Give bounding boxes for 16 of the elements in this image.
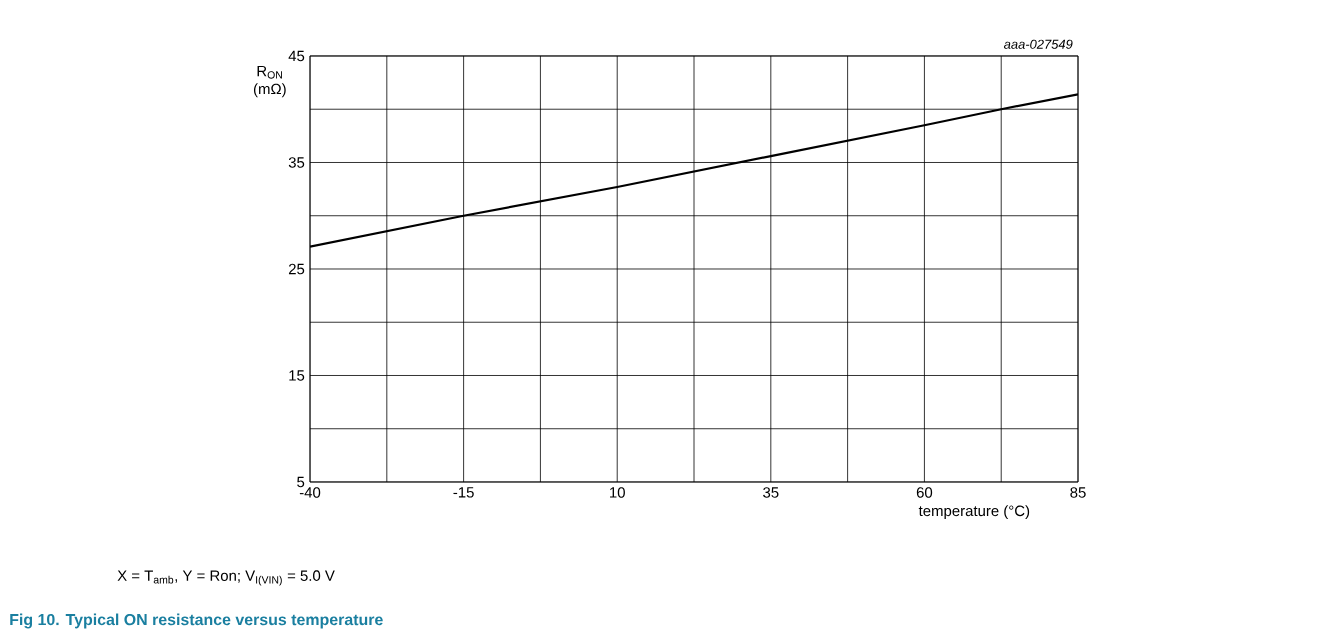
text: aaa-027549 [1003, 39, 1073, 49]
x-tick-label: -40 [299, 487, 321, 498]
x-axis-title: temperature (°C) [918, 505, 1030, 520]
x-tick-label: 60 [916, 487, 933, 498]
y-tick-label: 35 [288, 157, 305, 168]
text: Fig 10. Typical ON resistance versus temperature [10, 613, 383, 629]
x-tick-label: 10 [610, 487, 625, 498]
y-tick-label: 25 [288, 263, 305, 275]
x-tick-label: 35 [763, 487, 779, 498]
y-axis-title: R$_{ON}$ (mΩ) [253, 65, 286, 98]
x-tick-label: -15 [453, 487, 474, 498]
y-tick-label: 45 [288, 50, 305, 62]
x-tick-label: 85 [1070, 487, 1086, 498]
y-tick-label: 5 [297, 476, 305, 488]
y-tick-label: 15 [289, 370, 305, 381]
text: X = T$_{amb}$, Y = Ron; V$_{I(VIN)}$ = 5.0 V [117, 570, 335, 586]
